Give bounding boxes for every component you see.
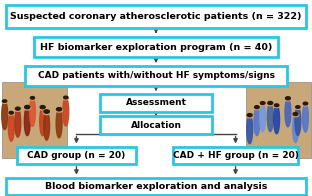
- Circle shape: [8, 112, 14, 115]
- Circle shape: [63, 96, 69, 100]
- Circle shape: [15, 107, 20, 110]
- Text: Assessment: Assessment: [125, 98, 187, 107]
- Text: Suspected coronary atherosclerotic patients (n = 322): Suspected coronary atherosclerotic patie…: [10, 12, 302, 21]
- Text: CAD + HF group (n = 20): CAD + HF group (n = 20): [173, 151, 299, 160]
- Circle shape: [267, 102, 274, 106]
- Circle shape: [246, 114, 253, 118]
- Circle shape: [296, 106, 300, 108]
- Circle shape: [9, 111, 13, 114]
- Circle shape: [293, 113, 298, 116]
- Circle shape: [303, 102, 308, 105]
- Circle shape: [24, 106, 31, 110]
- Circle shape: [255, 106, 259, 109]
- Circle shape: [275, 104, 279, 107]
- Text: Allocation: Allocation: [130, 121, 182, 130]
- Circle shape: [292, 113, 299, 117]
- Ellipse shape: [24, 107, 30, 136]
- Ellipse shape: [2, 101, 7, 130]
- Circle shape: [2, 100, 7, 102]
- Ellipse shape: [30, 98, 36, 126]
- Circle shape: [285, 97, 291, 101]
- Circle shape: [44, 110, 49, 113]
- Text: HF biomarker exploration program (n = 40): HF biomarker exploration program (n = 40…: [40, 43, 272, 52]
- FancyBboxPatch shape: [6, 178, 306, 195]
- Circle shape: [261, 102, 265, 104]
- Circle shape: [30, 97, 35, 99]
- Circle shape: [2, 100, 7, 103]
- Circle shape: [247, 113, 252, 117]
- Ellipse shape: [247, 115, 253, 144]
- Circle shape: [274, 104, 280, 108]
- Ellipse shape: [303, 103, 308, 132]
- FancyBboxPatch shape: [2, 82, 67, 158]
- Circle shape: [295, 106, 301, 109]
- Circle shape: [302, 102, 308, 106]
- Circle shape: [40, 106, 45, 109]
- FancyBboxPatch shape: [100, 116, 212, 134]
- Ellipse shape: [295, 107, 301, 135]
- Circle shape: [285, 97, 290, 100]
- Circle shape: [260, 102, 266, 106]
- FancyBboxPatch shape: [25, 66, 287, 86]
- FancyBboxPatch shape: [17, 147, 136, 164]
- FancyBboxPatch shape: [34, 37, 278, 57]
- Ellipse shape: [15, 108, 21, 137]
- Text: CAD patients with/without HF symptoms/signs: CAD patients with/without HF symptoms/si…: [37, 71, 275, 80]
- Ellipse shape: [267, 103, 273, 132]
- Ellipse shape: [293, 114, 299, 142]
- Ellipse shape: [260, 103, 266, 132]
- Ellipse shape: [285, 98, 291, 127]
- Circle shape: [15, 107, 21, 111]
- Circle shape: [56, 108, 62, 111]
- Circle shape: [30, 97, 35, 100]
- Circle shape: [56, 108, 63, 112]
- FancyBboxPatch shape: [173, 147, 298, 164]
- Text: Blood biomarker exploration and analysis: Blood biomarker exploration and analysis: [45, 182, 267, 191]
- FancyBboxPatch shape: [246, 82, 311, 158]
- Ellipse shape: [63, 97, 69, 126]
- Circle shape: [254, 106, 260, 110]
- Ellipse shape: [40, 107, 46, 136]
- Text: CAD group (n = 20): CAD group (n = 20): [27, 151, 125, 160]
- FancyBboxPatch shape: [100, 94, 212, 112]
- Ellipse shape: [44, 112, 50, 140]
- Circle shape: [268, 102, 273, 104]
- Circle shape: [43, 110, 50, 114]
- Ellipse shape: [254, 107, 260, 136]
- Ellipse shape: [8, 113, 14, 141]
- Ellipse shape: [56, 109, 62, 138]
- Circle shape: [25, 105, 30, 109]
- Circle shape: [64, 96, 68, 99]
- Circle shape: [39, 106, 46, 110]
- Ellipse shape: [274, 105, 280, 134]
- FancyBboxPatch shape: [6, 5, 306, 28]
